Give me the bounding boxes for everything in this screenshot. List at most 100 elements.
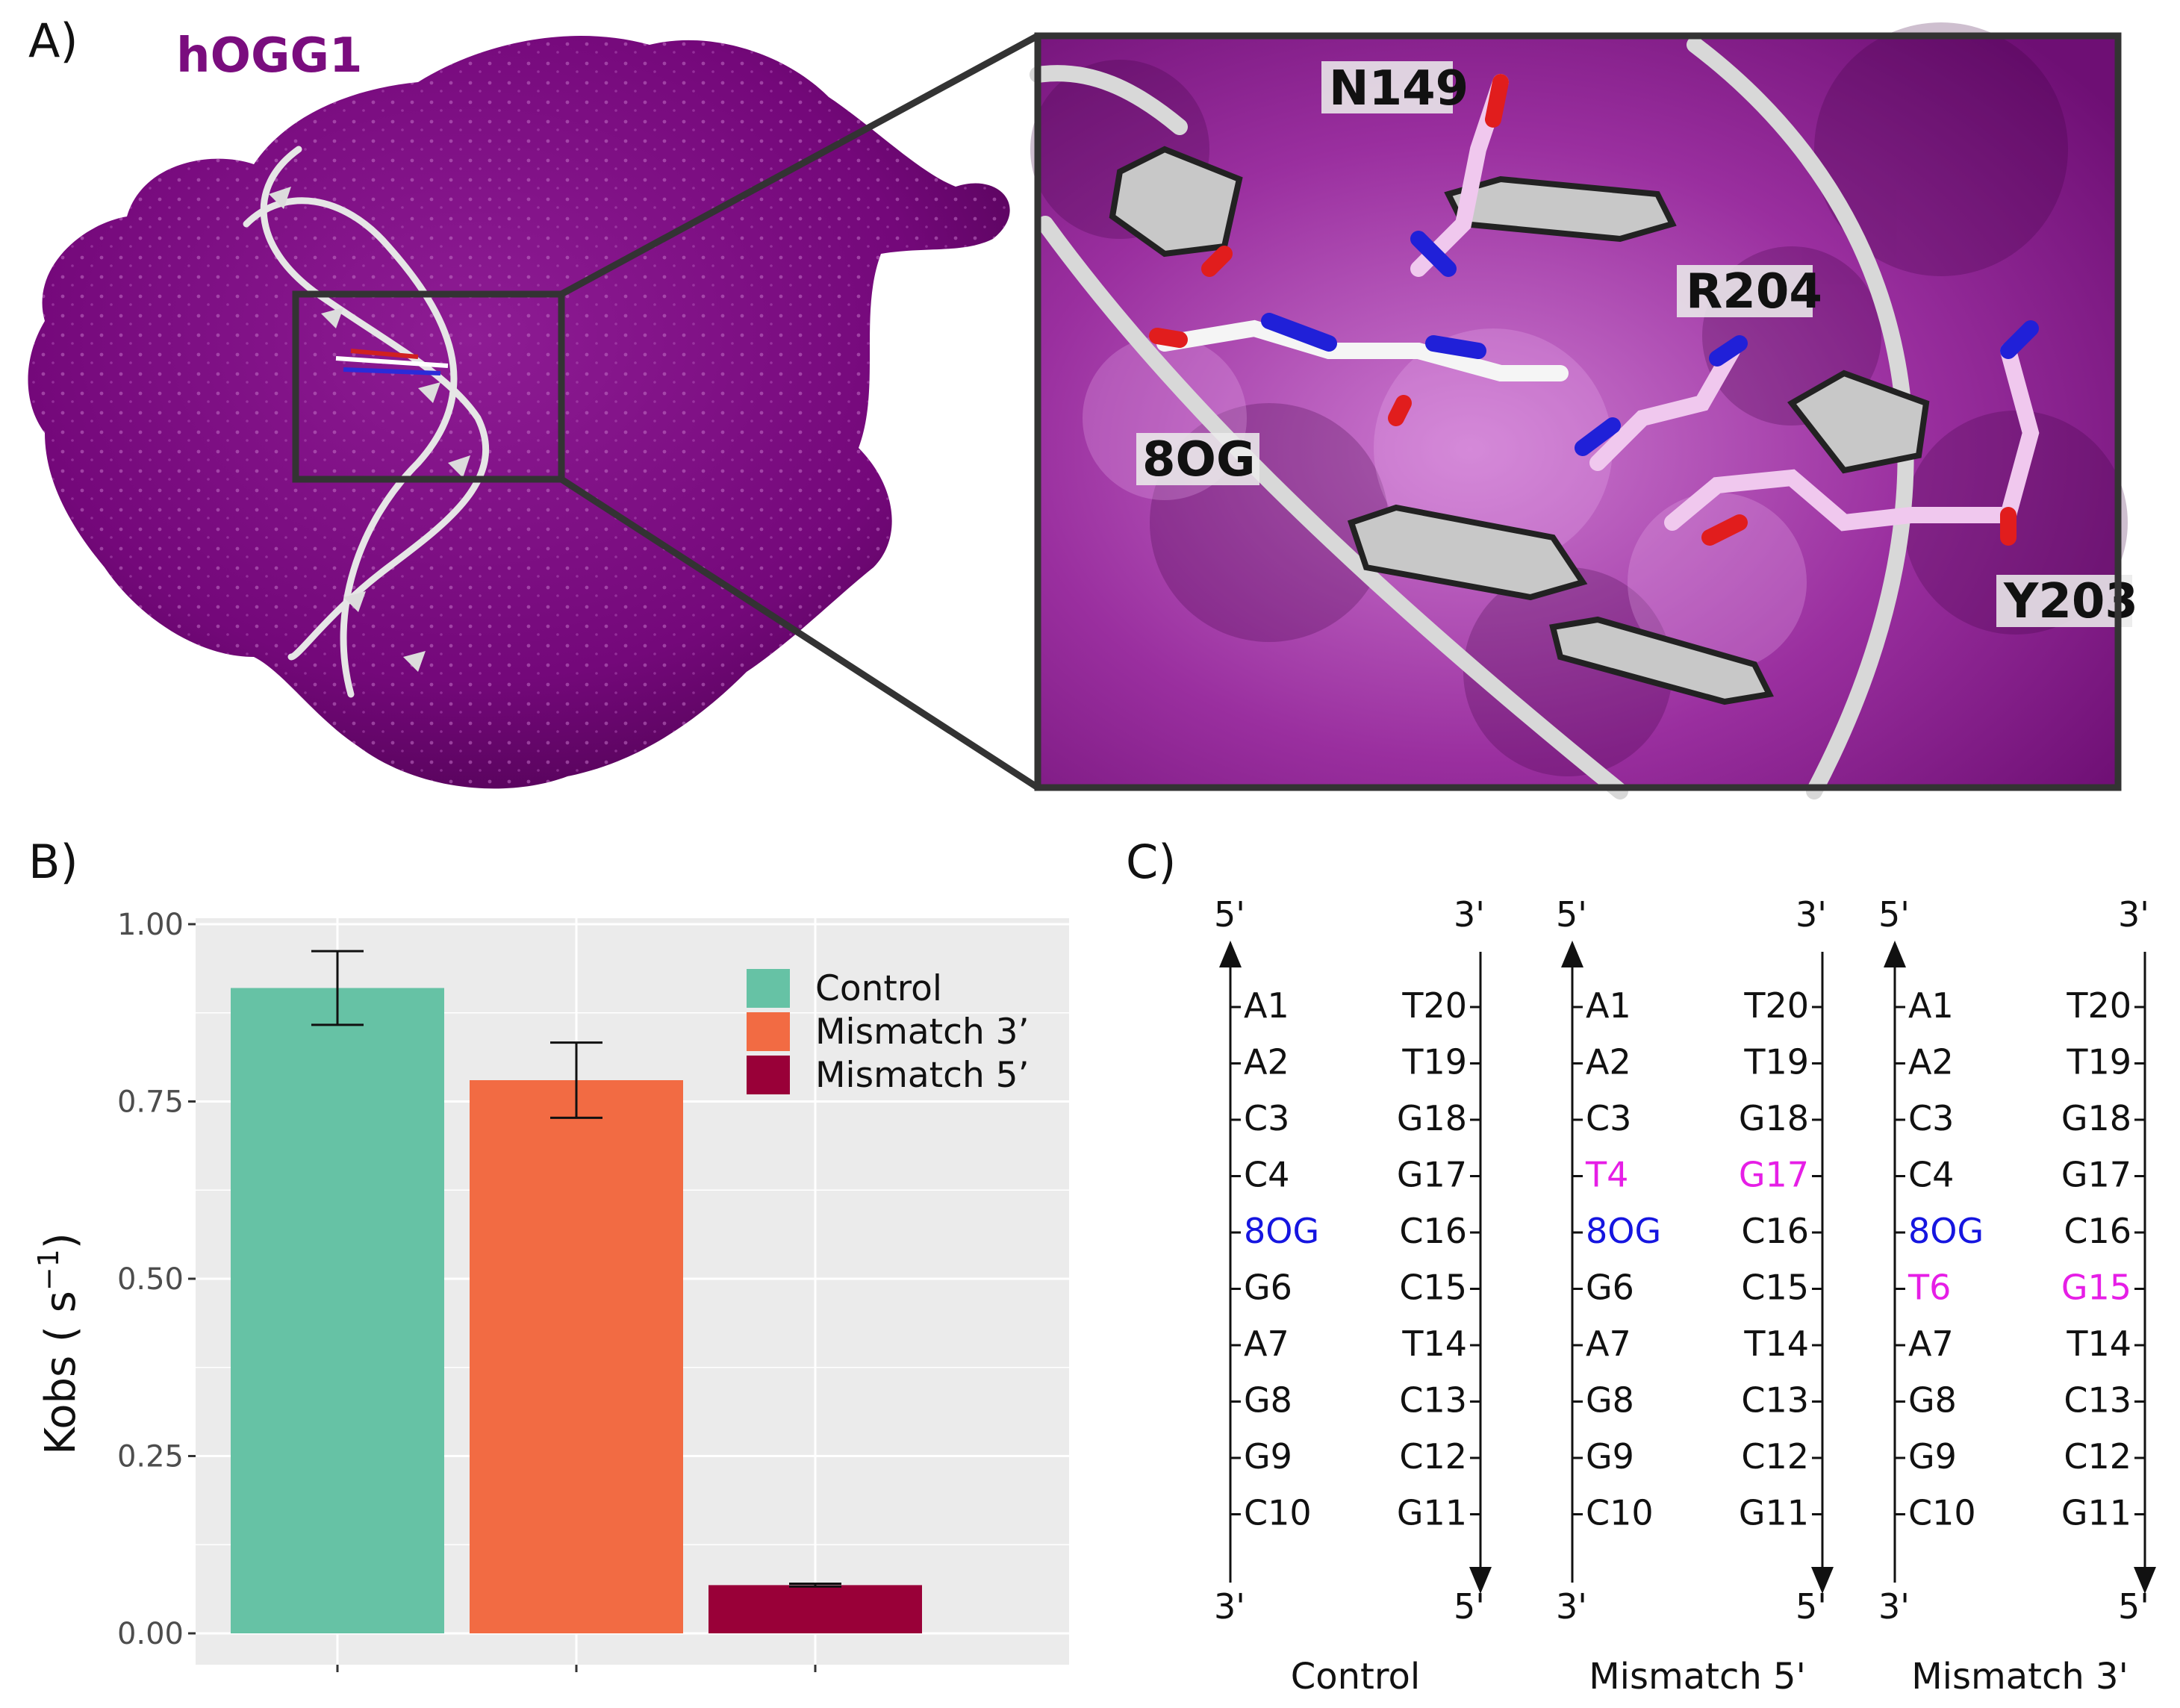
nucleotide-right: G11 (1397, 1493, 1467, 1533)
nucleotide-left: C10 (1244, 1493, 1312, 1533)
nucleotide-left: G8 (1244, 1380, 1292, 1421)
nucleotide-right: C13 (1741, 1380, 1809, 1421)
y-tick-label: 0.00 (117, 1617, 184, 1651)
dna-ribbon-overview (243, 146, 490, 698)
nucleotide-left: C10 (1586, 1493, 1654, 1533)
nucleotide-right: G15 (2061, 1268, 2131, 1308)
legend-swatch-2 (747, 1012, 790, 1051)
nucleotide-left: A2 (1908, 1042, 1954, 1082)
nucleotide-right: G11 (2061, 1493, 2131, 1533)
duplex-1: 5' 3' 3' 5' A1 A2 C3 C4 8OG G6 A7 G8 G9 C10 T20 T19 G18 G… (1214, 894, 1492, 1698)
nucleotide-left: A1 (1908, 985, 1954, 1026)
residue-labels: N149 R204 8OG Y203 (1136, 61, 2138, 629)
nucleotide-left: A2 (1586, 1042, 1631, 1082)
nucleotide-left: A2 (1244, 1042, 1289, 1082)
panel-a-figure: hOGG1 (28, 22, 2138, 800)
nucleotide-right: C13 (2064, 1380, 2131, 1421)
nucleotide-right: T19 (1743, 1042, 1809, 1082)
y-tick-label: 0.25 (117, 1440, 184, 1474)
nucleotide-left: G9 (1244, 1436, 1292, 1477)
nucleotide-right: T14 (1401, 1324, 1467, 1364)
error-bar-2 (550, 1041, 602, 1119)
y-tick-label: 1.00 (117, 908, 184, 942)
nucleotide-right: C12 (2064, 1436, 2131, 1477)
nucleotide-right: G17 (1739, 1155, 1809, 1195)
y-tick-label: 0.50 (117, 1262, 184, 1297)
nucleotide-left: G8 (1586, 1380, 1634, 1421)
nucleotide-right: C16 (2064, 1211, 2131, 1251)
bar-3 (708, 1585, 922, 1633)
end-label-top-right: 3' (2118, 894, 2149, 935)
nucleotide-right: G18 (1739, 1098, 1809, 1138)
end-label-bottom-left: 3' (1556, 1586, 1587, 1627)
nucleotide-right: C13 (1399, 1380, 1467, 1421)
end-label-top-left: 5' (1556, 894, 1587, 935)
end-label-bottom-left: 3' (1878, 1586, 1910, 1627)
label-8og: 8OG (1142, 432, 1255, 487)
nucleotide-right: T19 (2066, 1042, 2131, 1082)
nucleotide-left: C3 (1244, 1098, 1289, 1138)
nucleotide-left: 8OG (1244, 1211, 1319, 1251)
nucleotide-left: C3 (1908, 1098, 1954, 1138)
error-bar-3 (789, 1583, 841, 1588)
nucleotide-right: C12 (1741, 1436, 1809, 1477)
legend-label-2: Mismatch 3’ (815, 1012, 1030, 1053)
legend-label-1: Control (815, 968, 942, 1009)
end-label-top-left: 5' (1214, 894, 1245, 935)
end-label-bottom-right: 5' (2118, 1586, 2149, 1627)
end-label-bottom-right: 5' (1454, 1586, 1485, 1627)
panel-a-label: A) (28, 13, 78, 68)
nucleotide-right: C16 (1399, 1211, 1467, 1251)
bar-chart: 0.00 0.25 0.50 0.75 1.00 Kobs ( s−1) Control… (32, 908, 1069, 1672)
nucleotide-left: 8OG (1908, 1211, 1984, 1251)
nucleotide-left: G9 (1586, 1436, 1634, 1477)
nucleotide-left: C4 (1244, 1155, 1289, 1195)
legend-swatch-1 (747, 969, 790, 1008)
bar-1 (231, 988, 444, 1633)
duplex-title: Mismatch 3' (1911, 1656, 2128, 1698)
nucleotide-right: T20 (1743, 985, 1809, 1026)
bar-2 (470, 1080, 683, 1633)
duplex-title: Control (1291, 1656, 1421, 1698)
nucleotide-right: T20 (1401, 985, 1467, 1026)
y-axis-ticks: 0.00 0.25 0.50 0.75 1.00 (117, 908, 196, 1651)
nucleotide-left: T6 (1908, 1268, 1951, 1308)
bars (231, 988, 922, 1633)
ligand-overview (335, 349, 449, 375)
nucleotide-left: G9 (1908, 1436, 1957, 1477)
x-axis-ticks (336, 1665, 817, 1672)
nucleotide-right: G17 (1397, 1155, 1467, 1195)
zoom-inset: N149 R204 8OG Y203 (1030, 22, 2138, 800)
nucleotide-right: T14 (1743, 1324, 1809, 1364)
nucleotide-left: A7 (1908, 1324, 1954, 1364)
nucleotide-right: G18 (1397, 1098, 1467, 1138)
nucleotide-right: C16 (1741, 1211, 1809, 1251)
nucleotide-right: T14 (2066, 1324, 2131, 1364)
label-n149: N149 (1329, 61, 1469, 116)
panel-b-label: B) (28, 835, 78, 889)
error-bar-1 (311, 950, 364, 1026)
sequence-diagrams: 5' 3' 3' 5' A1 A2 C3 C4 8OG G6 A7 G8 G9 C10 T20 T19 G18 G… (1214, 894, 2156, 1698)
nucleotide-right: C15 (1399, 1268, 1467, 1308)
nucleotide-left: A7 (1586, 1324, 1631, 1364)
y-axis-title: Kobs ( s−1) (32, 1232, 85, 1454)
duplex-title: Mismatch 5' (1589, 1656, 1806, 1698)
nucleotide-left: T4 (1585, 1155, 1628, 1195)
nucleotide-left: C10 (1908, 1493, 1976, 1533)
nucleotide-right: T19 (1401, 1042, 1467, 1082)
end-label-top-right: 3' (1796, 894, 1827, 935)
label-r204: R204 (1686, 264, 1822, 320)
nucleotide-left: A1 (1244, 985, 1289, 1026)
end-label-bottom-right: 5' (1796, 1586, 1827, 1627)
nucleotide-left: G6 (1244, 1268, 1292, 1308)
end-label-bottom-left: 3' (1214, 1586, 1245, 1627)
nucleotide-right: G17 (2061, 1155, 2131, 1195)
nucleotide-left: G6 (1586, 1268, 1634, 1308)
nucleotide-right: T20 (2066, 985, 2131, 1026)
y-axis-label: Kobs ( s−1) (32, 1232, 85, 1454)
zoom-region-box (292, 290, 565, 483)
y-axis-exponent: −1 (32, 1249, 65, 1291)
nucleotide-left: C3 (1586, 1098, 1631, 1138)
nucleotide-left: A7 (1244, 1324, 1289, 1364)
